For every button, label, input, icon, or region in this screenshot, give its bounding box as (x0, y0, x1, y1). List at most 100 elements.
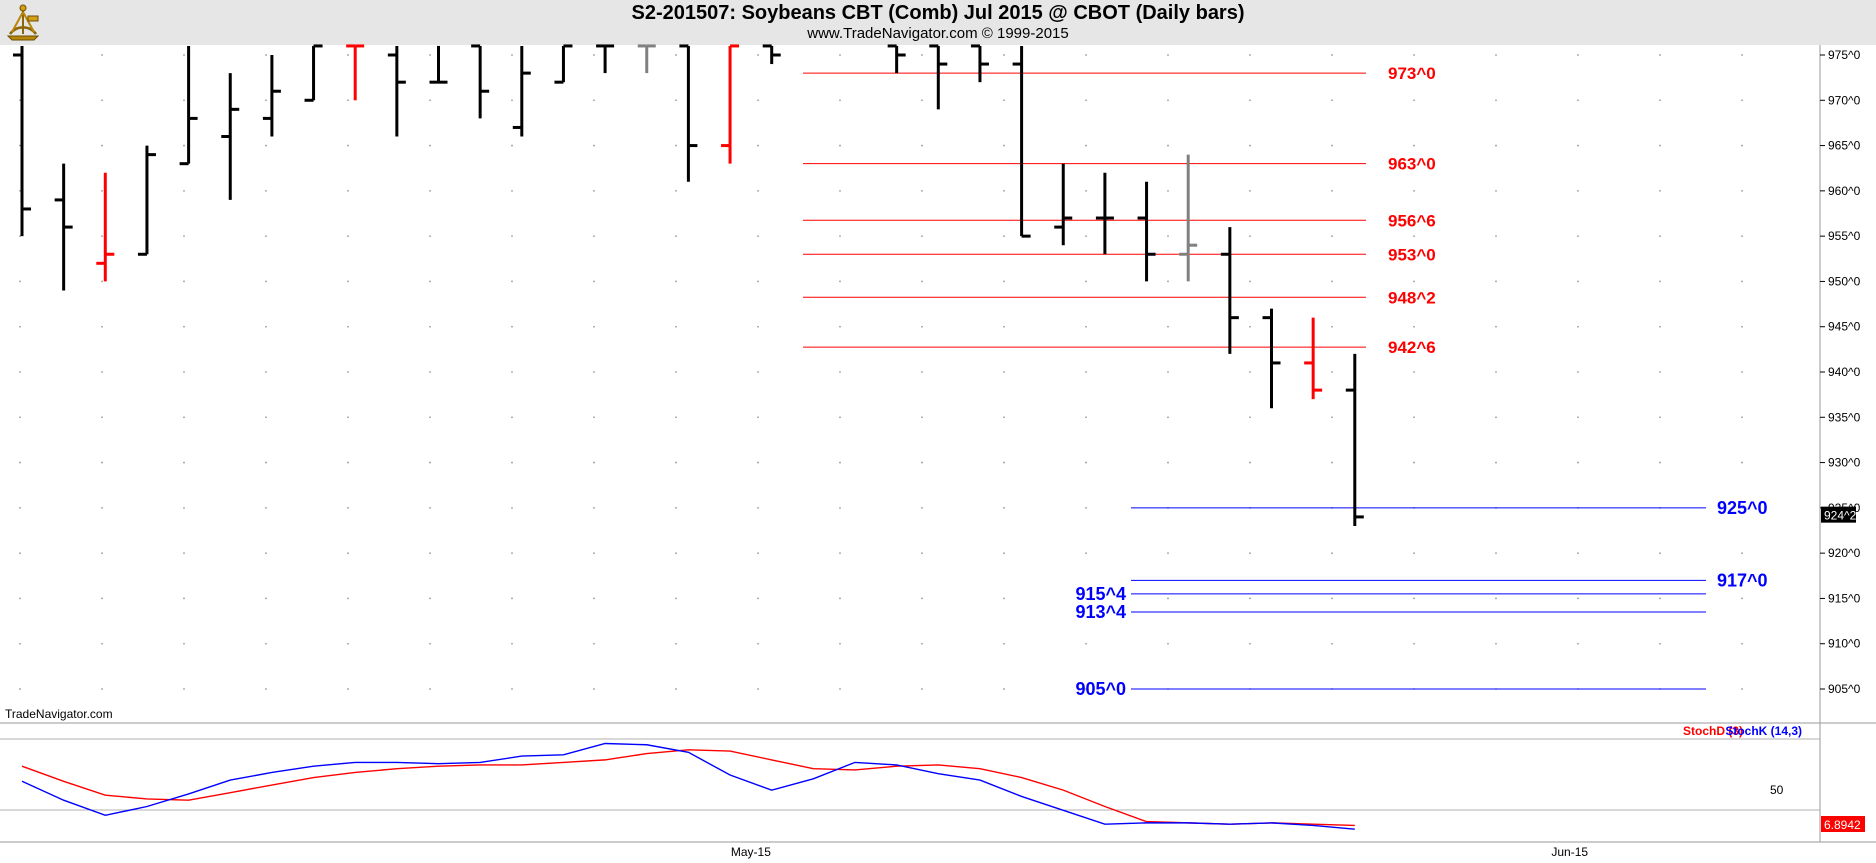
grid-dot (839, 416, 841, 419)
grid-dot (675, 552, 677, 555)
grid-dot (1167, 461, 1169, 464)
grid-dot (265, 642, 267, 645)
grid-dot (19, 642, 21, 645)
grid-dot (183, 99, 185, 102)
ohlc-bar (679, 44, 698, 182)
grid-dot (1167, 189, 1169, 192)
grid-dot (1085, 506, 1087, 509)
grid-dot (1167, 642, 1169, 645)
grid-dot (675, 235, 677, 238)
ohlc-bar (179, 45, 198, 166)
grid-dot (593, 144, 595, 147)
grid-dot (429, 235, 431, 238)
grid-dot (1659, 371, 1661, 373)
grid-dot (1577, 371, 1579, 373)
resistance-label: 948^2 (1388, 288, 1436, 307)
grid-dot (183, 597, 185, 600)
grid-dot (1331, 99, 1333, 102)
sextant-logo-icon (6, 4, 40, 41)
ohlc-bar (262, 55, 281, 137)
grid-dot (1413, 99, 1415, 102)
ohlc-bar (429, 45, 448, 84)
grid-dot (1085, 325, 1087, 328)
grid-dot (347, 280, 349, 283)
grid-dot (265, 99, 267, 102)
grid-dot (183, 54, 185, 56)
grid-dot (429, 280, 431, 283)
grid-dot (183, 688, 185, 690)
grid-dot (593, 325, 595, 328)
grid-dot (1331, 144, 1333, 147)
ohlc-bar (970, 44, 989, 83)
grid-dot (101, 54, 103, 56)
grid-dot (101, 642, 103, 645)
grid-dot (839, 688, 841, 690)
grid-dot (757, 189, 759, 192)
ohlc-bar (554, 44, 573, 84)
grid-dot (839, 189, 841, 192)
grid-dot (757, 416, 759, 419)
grid-dot (1659, 552, 1661, 555)
price-tick-label: 920^0 (1828, 546, 1861, 560)
grid-dot (347, 642, 349, 645)
current-price-label: 924^2 (1824, 509, 1857, 523)
grid-dot (19, 552, 21, 555)
ohlc-bar (1054, 163, 1073, 246)
grid-dot (183, 371, 185, 373)
grid-dot (1495, 325, 1497, 328)
grid-dot (101, 325, 103, 328)
grid-dot (1331, 235, 1333, 238)
legend-stochk: StochK (14,3) (1725, 724, 1802, 738)
grid-dot (839, 54, 841, 56)
grid-dot (183, 144, 185, 147)
grid-dot (183, 416, 185, 419)
ohlc-bar (13, 45, 31, 237)
chart-frame (0, 45, 1876, 843)
price-tick-label: 970^0 (1828, 93, 1861, 107)
ohlc-bar (1179, 154, 1198, 282)
grid-dot (839, 597, 841, 600)
grid-dot (1577, 552, 1579, 555)
grid-dot (1577, 144, 1579, 147)
grid-dot (101, 552, 103, 555)
ohlc-bar (887, 44, 906, 74)
grid-dot (757, 597, 759, 600)
grid-dot (839, 371, 841, 373)
grid-dot (593, 461, 595, 464)
grid-dot (1659, 461, 1661, 464)
grid-dot (1167, 144, 1169, 147)
grid-dot (19, 416, 21, 419)
grid-dot (265, 189, 267, 192)
grid-dot (1003, 642, 1005, 645)
grid-dot (1495, 189, 1497, 192)
grid-dot (1413, 54, 1415, 56)
grid-dot (1659, 144, 1661, 147)
grid-dot (1085, 144, 1087, 147)
grid-dot (1741, 552, 1743, 555)
support-label: 905^0 (1075, 679, 1126, 699)
grid-dot (265, 416, 267, 419)
grid-dot (593, 552, 595, 555)
ohlc-bar (1012, 45, 1031, 238)
grid-dot (1577, 54, 1579, 56)
grid-dot (839, 235, 841, 238)
grid-dot (1003, 371, 1005, 373)
price-tick-label: 955^0 (1828, 229, 1861, 243)
grid-dot (1003, 54, 1005, 56)
grid-dot (429, 642, 431, 645)
grid-dot (429, 461, 431, 464)
ohlc-bar (929, 44, 948, 110)
grid-dot (1167, 597, 1169, 600)
grid-dot (1003, 688, 1005, 690)
grid-dot (101, 461, 103, 464)
grid-dot (511, 280, 513, 283)
grid-dot (593, 235, 595, 238)
grid-dot (1167, 99, 1169, 102)
grid-dot (1003, 506, 1005, 509)
grid-dot (19, 235, 21, 238)
grid-dot (429, 552, 431, 555)
grid-dot (511, 688, 513, 690)
grid-dot (347, 99, 349, 102)
grid-dot (511, 99, 513, 102)
price-tick-label: 905^0 (1828, 682, 1861, 696)
